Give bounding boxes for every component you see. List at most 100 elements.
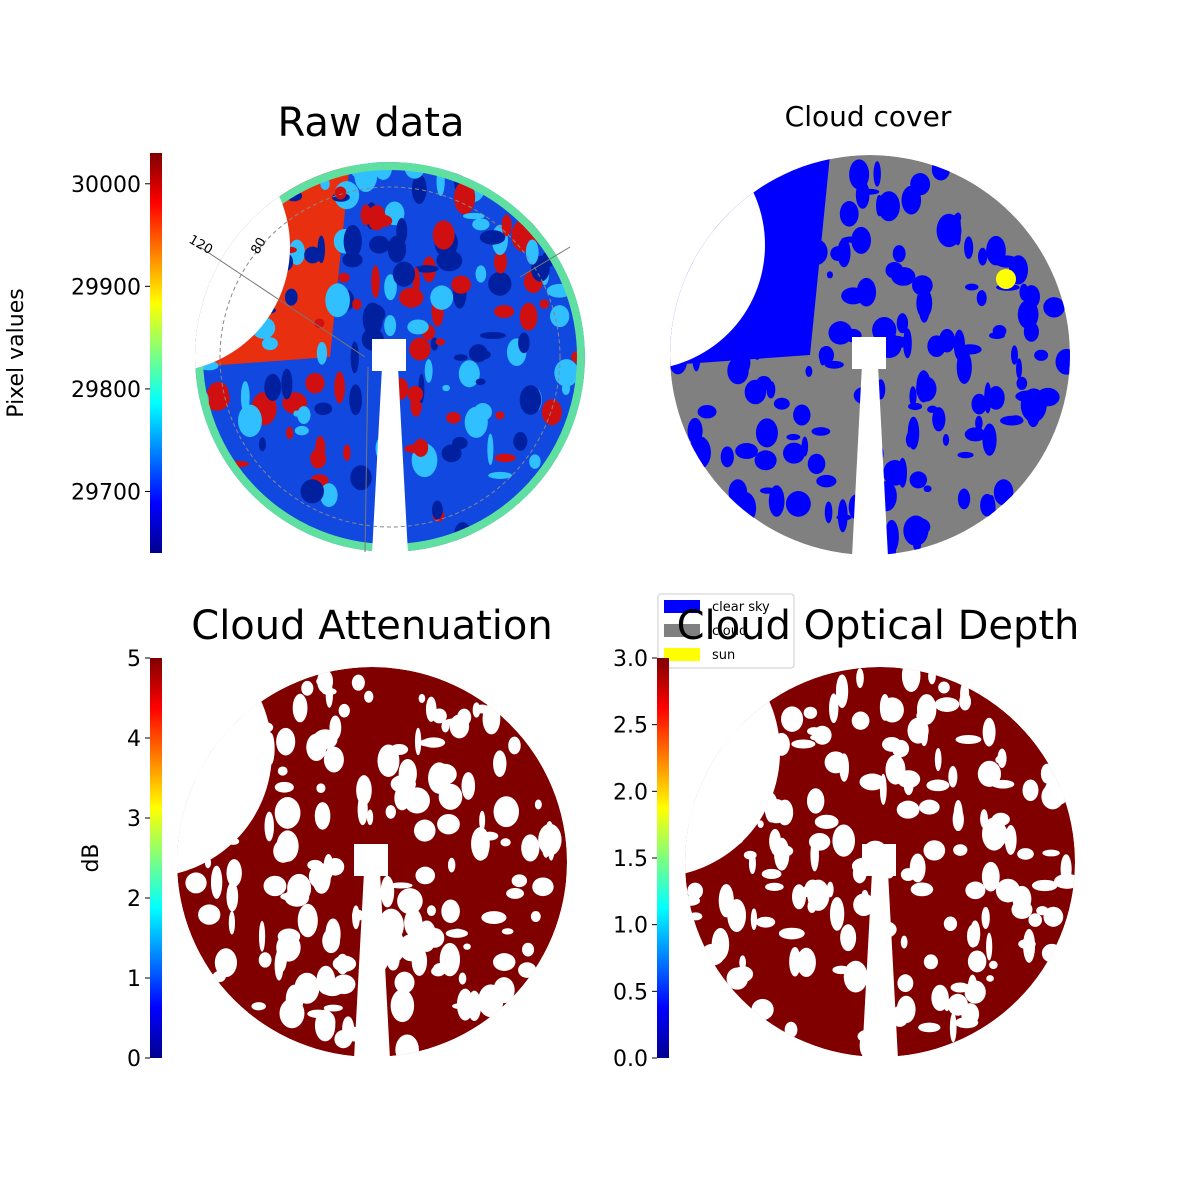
image-blob xyxy=(750,908,758,930)
colorbar-tick-label: 30000 xyxy=(71,173,141,198)
image-blob xyxy=(513,431,528,451)
image-blob xyxy=(726,967,749,990)
image-blob xyxy=(687,417,703,445)
image-blob xyxy=(995,756,1003,764)
image-blob xyxy=(782,442,805,464)
image-blob xyxy=(1010,345,1018,365)
image-blob xyxy=(728,479,748,506)
mount-block xyxy=(862,844,896,876)
image-blob xyxy=(909,386,917,407)
image-blob xyxy=(989,960,998,970)
image-blob xyxy=(320,483,338,508)
image-blob xyxy=(447,857,456,873)
image-blob xyxy=(198,904,221,925)
image-blob xyxy=(916,694,937,725)
image-blob xyxy=(804,879,821,897)
colorbar-tick-label: 0.0 xyxy=(613,1047,648,1072)
image-blob xyxy=(258,920,266,952)
image-blob xyxy=(814,814,839,829)
image-blob xyxy=(688,912,703,921)
image-blob xyxy=(880,697,904,723)
image-blob xyxy=(907,717,929,744)
image-blob xyxy=(982,423,997,456)
image-blob xyxy=(927,335,946,358)
legend-swatch xyxy=(664,624,700,637)
image-blob xyxy=(240,381,250,413)
image-blob xyxy=(301,680,314,696)
image-blob xyxy=(451,275,471,294)
image-blob xyxy=(413,819,436,842)
image-blob xyxy=(1040,763,1054,784)
image-blob xyxy=(392,261,416,287)
image-blob xyxy=(529,454,541,469)
image-blob xyxy=(479,230,506,245)
image-blob xyxy=(390,989,415,1023)
image-blob xyxy=(805,365,813,378)
image-blob xyxy=(907,416,920,450)
legend: clear sky cloud sun xyxy=(657,593,795,669)
image-blob xyxy=(783,212,796,231)
image-blob xyxy=(819,347,827,366)
image-blob xyxy=(957,488,971,510)
image-blob xyxy=(810,734,826,741)
image-blob xyxy=(185,872,207,894)
image-blob xyxy=(903,328,912,359)
colorbar-tick-label: 1.5 xyxy=(613,847,648,872)
image-blob xyxy=(325,918,341,950)
image-blob xyxy=(835,674,849,709)
image-blob xyxy=(807,453,826,475)
image-blob xyxy=(315,435,326,460)
image-blob xyxy=(441,444,462,463)
image-blob xyxy=(435,338,446,346)
image-blob xyxy=(446,411,461,424)
image-blob xyxy=(877,191,900,222)
image-blob xyxy=(416,920,437,952)
colorbar-tick-label: 2.5 xyxy=(613,714,648,739)
image-blob xyxy=(501,214,512,237)
image-blob xyxy=(908,402,923,411)
sun-marker xyxy=(996,269,1016,289)
image-blob xyxy=(307,859,323,871)
image-blob xyxy=(798,160,806,191)
image-blob xyxy=(739,955,747,970)
image-blob xyxy=(493,304,515,318)
image-blob xyxy=(418,693,426,703)
image-blob xyxy=(896,800,920,819)
image-blob xyxy=(314,402,333,415)
image-blob xyxy=(367,205,386,231)
image-blob xyxy=(541,833,551,858)
mount-arm xyxy=(862,872,898,1059)
image-blob xyxy=(771,844,794,858)
image-blob xyxy=(791,267,817,278)
image-blob xyxy=(364,690,374,703)
image-blob xyxy=(525,239,539,265)
colorbar-tick-label: 29900 xyxy=(71,275,141,300)
image-blob xyxy=(981,861,1000,892)
image-blob xyxy=(297,903,318,938)
image-blob xyxy=(953,844,968,856)
image-blob xyxy=(1028,913,1042,927)
image-blob xyxy=(411,946,428,976)
image-blob xyxy=(518,962,537,978)
legend-label: clear sky xyxy=(712,600,770,615)
image-blob xyxy=(304,246,322,264)
image-blob xyxy=(316,783,326,794)
image-blob xyxy=(482,703,501,735)
colorbar-tick-label: 29800 xyxy=(71,378,141,403)
image-blob xyxy=(237,404,262,438)
image-blob xyxy=(300,479,325,504)
image-blob xyxy=(458,972,467,985)
image-blob xyxy=(720,446,734,468)
image-blob xyxy=(366,809,374,826)
image-blob xyxy=(258,437,266,452)
image-blob xyxy=(1055,348,1070,375)
image-blob xyxy=(352,905,360,930)
mount-block xyxy=(354,844,388,876)
image-blob xyxy=(274,797,301,829)
image-blob xyxy=(948,765,958,788)
sky-image xyxy=(670,155,1070,555)
image-blob xyxy=(883,460,907,486)
image-blob xyxy=(991,779,1015,789)
image-blob xyxy=(479,331,506,340)
image-blob xyxy=(488,271,512,296)
